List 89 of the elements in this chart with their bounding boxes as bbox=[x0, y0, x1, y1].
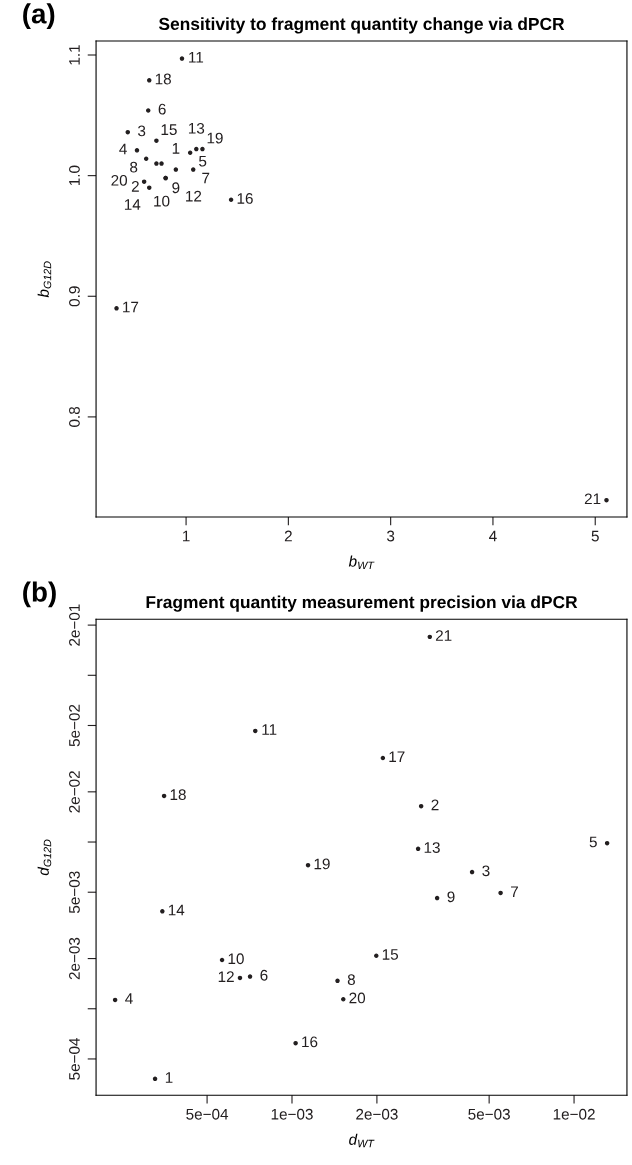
y-tick-label: 5e−03 bbox=[69, 871, 80, 914]
annotation: 20 bbox=[111, 174, 128, 186]
annotation: 2 bbox=[131, 180, 139, 192]
y-tick-label: 1.1 bbox=[69, 45, 80, 65]
annotation: 11 bbox=[189, 52, 204, 63]
point bbox=[141, 179, 147, 184]
annotation: 15 bbox=[161, 124, 177, 136]
annotation: 17 bbox=[389, 751, 405, 762]
annotation: 4 bbox=[119, 143, 127, 155]
y-axis-title: b$_{G12D}$ bbox=[37, 261, 52, 298]
y-tick-label: 5e−04 bbox=[69, 1037, 80, 1080]
annotation: 19 bbox=[314, 858, 330, 870]
point bbox=[154, 161, 159, 166]
annotation: 12 bbox=[186, 190, 202, 202]
annotation: 8 bbox=[130, 161, 138, 173]
annotation: 9 bbox=[447, 891, 455, 903]
annotation: 14 bbox=[168, 904, 185, 916]
annotation: 21 bbox=[584, 493, 601, 505]
y-tick-label: 2e−03 bbox=[69, 937, 80, 980]
annotation: 9 bbox=[172, 182, 180, 194]
point bbox=[145, 108, 151, 113]
annotation: 10 bbox=[154, 195, 170, 207]
y-tick-label: 5e−02 bbox=[69, 704, 80, 747]
annotation: 16 bbox=[237, 193, 253, 204]
annotation: 1 bbox=[165, 1072, 173, 1083]
annotation: 21 bbox=[435, 630, 452, 641]
chart-title: Fragment quantity measurement precision via dPCR bbox=[146, 595, 578, 612]
text: (b) bbox=[23, 581, 56, 608]
annotation: 5 bbox=[589, 836, 597, 848]
point bbox=[228, 197, 234, 203]
point bbox=[147, 78, 152, 83]
point bbox=[154, 138, 159, 143]
annotation: 12 bbox=[218, 971, 234, 982]
annotation: 3 bbox=[482, 865, 490, 877]
annotation: 7 bbox=[202, 172, 210, 184]
annotation: 8 bbox=[347, 974, 355, 985]
annotation: 17 bbox=[123, 301, 139, 313]
point bbox=[190, 167, 196, 172]
point bbox=[173, 167, 179, 172]
annotation: 10 bbox=[228, 953, 244, 965]
x-tick-label: 3 bbox=[386, 530, 395, 542]
annotation: 5 bbox=[199, 155, 207, 167]
annotation: 13 bbox=[188, 122, 205, 134]
annotation: 6 bbox=[260, 969, 268, 981]
x-tick-label: 5e−04 bbox=[186, 1108, 229, 1120]
annotation: 1 bbox=[172, 143, 180, 154]
point bbox=[194, 146, 199, 152]
x-axis-title: b$_{WT}$ bbox=[348, 555, 375, 569]
y-tick-label: 0.8 bbox=[69, 406, 80, 427]
y-axis-title: d$_{G12D}$ bbox=[37, 839, 52, 876]
annotation: 16 bbox=[302, 1036, 318, 1048]
annotation: 7 bbox=[511, 886, 518, 897]
annotation: 2 bbox=[431, 799, 439, 811]
point bbox=[114, 306, 119, 311]
annotation: 11 bbox=[262, 724, 277, 735]
annotation: 15 bbox=[382, 949, 399, 960]
annotation: 18 bbox=[155, 73, 171, 85]
y-tick-label: 2e−02 bbox=[69, 771, 80, 813]
x-tick-label: 4 bbox=[489, 530, 497, 542]
x-tick-label: 1e−02 bbox=[553, 1108, 595, 1120]
y-tick-label: 0.9 bbox=[69, 286, 80, 307]
annotation: 4 bbox=[125, 993, 133, 1004]
point bbox=[604, 497, 609, 503]
x-tick-label: 5e−03 bbox=[468, 1108, 510, 1120]
point bbox=[134, 148, 140, 153]
annotation: 18 bbox=[170, 789, 186, 801]
point bbox=[200, 146, 205, 152]
point bbox=[143, 156, 149, 161]
point bbox=[179, 56, 185, 61]
x-tick-label: 2 bbox=[284, 530, 292, 542]
annotation: 19 bbox=[207, 132, 223, 144]
x-tick-label: 2e−03 bbox=[356, 1108, 398, 1120]
point bbox=[187, 150, 193, 155]
point bbox=[125, 129, 131, 135]
x-tick-label: 5 bbox=[591, 530, 599, 542]
annotation: 3 bbox=[138, 125, 146, 137]
x-axis-title: d$_{WT}$ bbox=[349, 1133, 375, 1148]
annotation: 6 bbox=[158, 103, 166, 115]
point bbox=[147, 185, 152, 190]
annotation: 20 bbox=[349, 992, 366, 1004]
x-tick-label: 1e−03 bbox=[271, 1108, 313, 1120]
y-tick-label: 2e−01 bbox=[69, 604, 80, 646]
chart-title: Sensitivity to fragment quantity change via dPCR bbox=[158, 17, 565, 34]
point bbox=[159, 161, 164, 166]
annotation: 13 bbox=[424, 842, 440, 853]
text: (a) bbox=[23, 3, 55, 30]
annotation: 14 bbox=[124, 199, 141, 210]
y-tick-label: 1.0 bbox=[69, 165, 80, 186]
x-tick-label: 1 bbox=[183, 530, 190, 542]
